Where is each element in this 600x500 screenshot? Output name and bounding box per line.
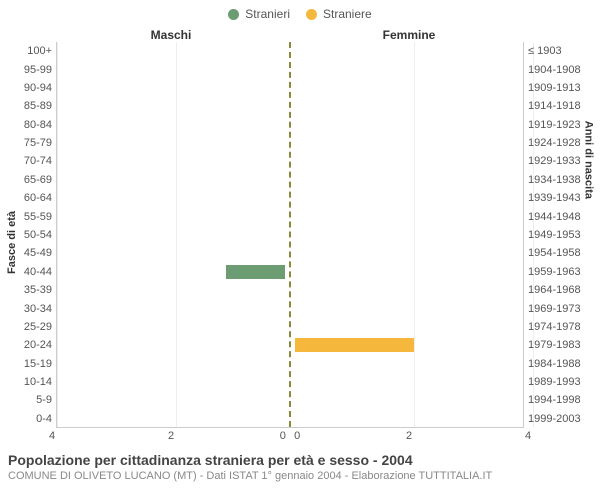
birth-tick: 1964-1968 [528, 284, 581, 296]
age-tick: 20-24 [24, 339, 52, 351]
axis-label-birth: Anni di nascita [582, 121, 594, 199]
age-tick: 95-99 [24, 64, 52, 76]
panel-title-female: Femmine [290, 28, 528, 42]
age-tick: 65-69 [24, 174, 52, 186]
birth-tick: 1939-1943 [528, 192, 581, 204]
chart-subtitle: COMUNE DI OLIVETO LUCANO (MT) - Dati IST… [8, 470, 592, 482]
birth-tick: 1904-1908 [528, 64, 581, 76]
age-tick: 55-59 [24, 211, 52, 223]
birth-tick: 1914-1918 [528, 100, 581, 112]
age-tick: 10-14 [24, 376, 52, 388]
age-tick: 100+ [27, 45, 52, 57]
birth-tick: 1934-1938 [528, 174, 581, 186]
x-tick: 2 [406, 430, 412, 442]
age-tick: 50-54 [24, 229, 52, 241]
birth-tick: 1949-1953 [528, 229, 581, 241]
x-axis: 4 2 00 2 4 [52, 428, 528, 446]
age-tick: 15-19 [24, 358, 52, 370]
x-tick: 0 [294, 430, 300, 442]
birth-tick: 1954-1958 [528, 247, 581, 259]
chart-title: Popolazione per cittadinanza straniera p… [8, 452, 592, 468]
birth-tick: 1989-1993 [528, 376, 581, 388]
gridline [176, 42, 177, 427]
birth-tick: 1974-1978 [528, 321, 581, 333]
birth-tick: 1909-1913 [528, 82, 581, 94]
birth-tick: 1959-1963 [528, 266, 581, 278]
birth-tick: 1999-2003 [528, 413, 581, 425]
bar-male [226, 265, 286, 279]
panel-titles: Maschi Femmine [0, 28, 600, 42]
birth-tick: ≤ 1903 [528, 45, 562, 57]
gridline [414, 42, 415, 427]
bar-female [295, 338, 414, 352]
legend-label-male: Stranieri [245, 7, 290, 21]
legend-label-female: Straniere [323, 7, 372, 21]
plot-area [56, 42, 524, 428]
legend-dot-male [228, 9, 239, 20]
birth-tick: 1979-1983 [528, 339, 581, 351]
birth-tick: 1924-1928 [528, 137, 581, 149]
age-tick: 5-9 [36, 394, 52, 406]
birth-tick: 1919-1923 [528, 119, 581, 131]
panel-title-male: Maschi [52, 28, 290, 42]
legend-item-male: Stranieri [228, 7, 290, 21]
age-tick: 75-79 [24, 137, 52, 149]
age-tick: 85-89 [24, 100, 52, 112]
legend: Stranieri Straniere [0, 0, 600, 28]
birth-tick: 1969-1973 [528, 303, 581, 315]
x-tick: 4 [525, 430, 531, 442]
age-tick: 25-29 [24, 321, 52, 333]
age-tick: 40-44 [24, 266, 52, 278]
birth-tick: 1929-1933 [528, 155, 581, 167]
x-tick: 4 [49, 430, 55, 442]
age-tick: 60-64 [24, 192, 52, 204]
x-tick: 0 [280, 430, 286, 442]
legend-item-female: Straniere [306, 7, 372, 21]
chart: 100+ 95-99 90-94 85-89 80-84 75-79 70-74 65-69 6… [0, 42, 600, 428]
age-tick: 80-84 [24, 119, 52, 131]
birth-tick: 1944-1948 [528, 211, 581, 223]
age-tick: 70-74 [24, 155, 52, 167]
y-axis-birth: ≤ 1903 1904-1908 1909-1913 1914-1918 1919-19… [524, 42, 600, 428]
gridline [57, 42, 58, 427]
center-divider [289, 42, 291, 427]
age-tick: 90-94 [24, 82, 52, 94]
age-tick: 35-39 [24, 284, 52, 296]
legend-dot-female [306, 9, 317, 20]
axis-label-age: Fasce di età [6, 211, 18, 274]
age-tick: 30-34 [24, 303, 52, 315]
age-tick: 0-4 [36, 413, 52, 425]
x-tick: 2 [168, 430, 174, 442]
chart-footer: Popolazione per cittadinanza straniera p… [0, 446, 600, 482]
birth-tick: 1984-1988 [528, 358, 581, 370]
birth-tick: 1994-1998 [528, 394, 581, 406]
age-tick: 45-49 [24, 247, 52, 259]
